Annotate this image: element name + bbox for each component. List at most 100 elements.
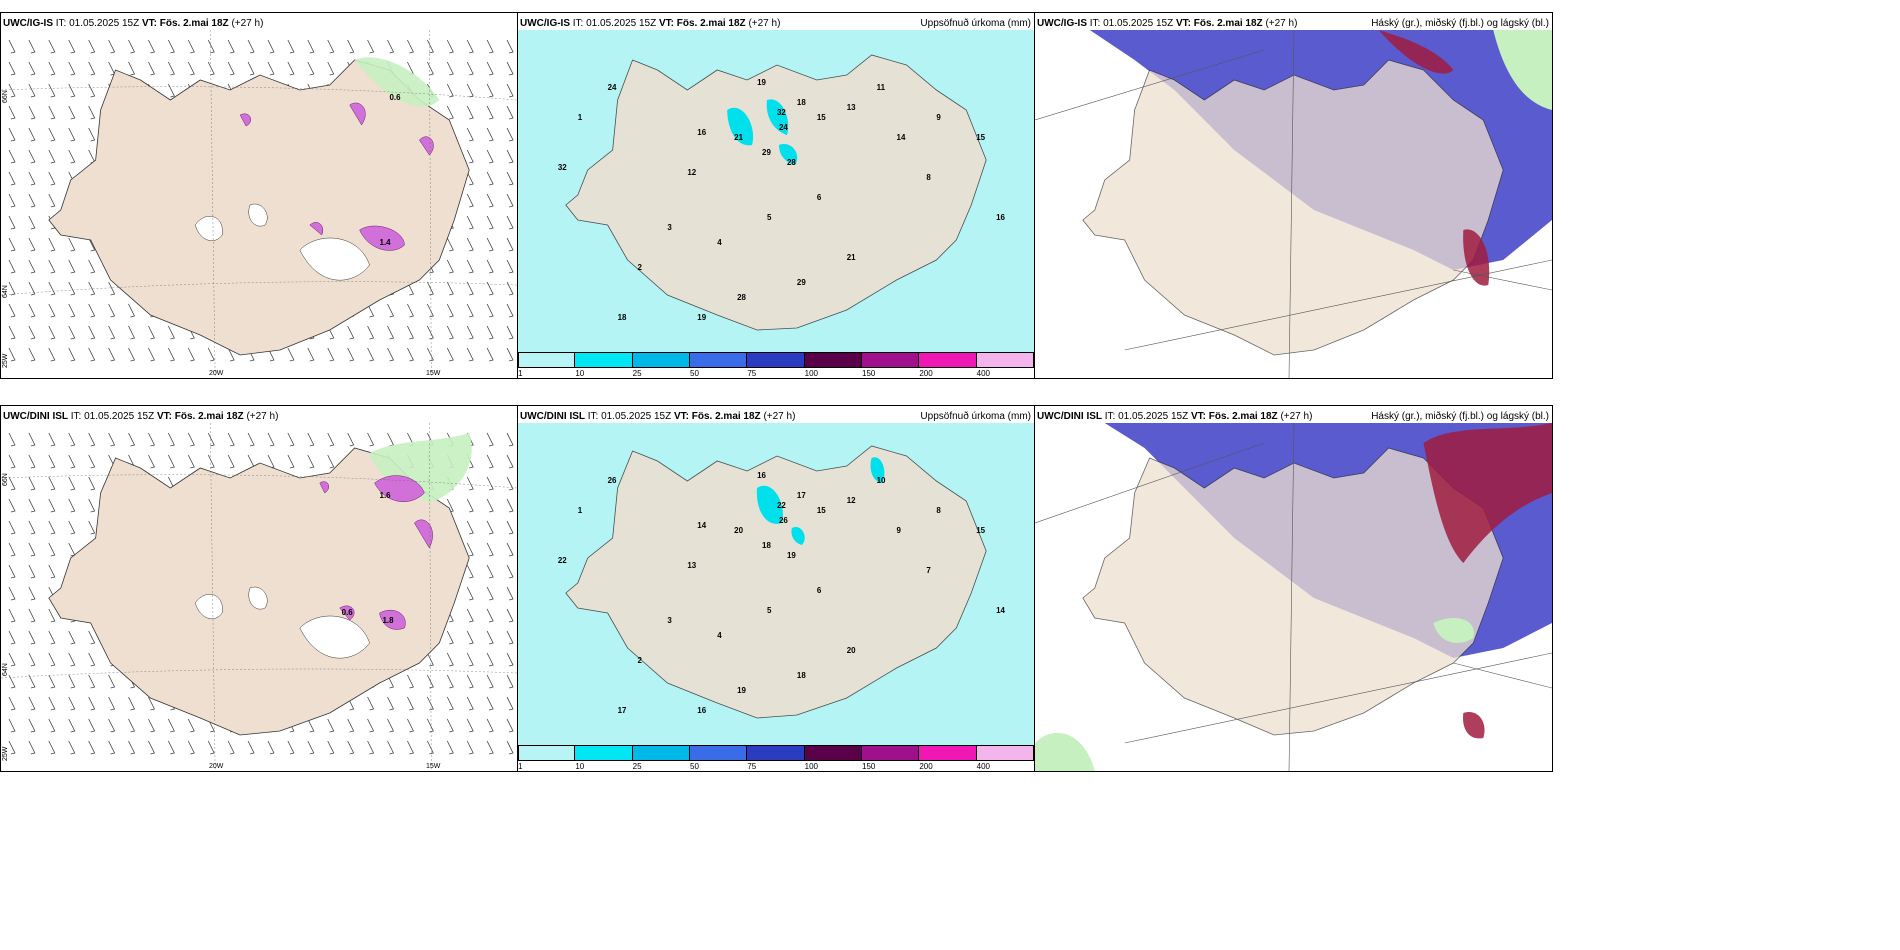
wind-barb [407, 303, 414, 318]
lat-label: 66N [2, 90, 9, 103]
wind-barb [287, 454, 295, 469]
wind-barb [506, 127, 514, 142]
precip-amount: 16 [757, 471, 766, 480]
wind-barb [187, 740, 195, 755]
wind-barb [486, 193, 494, 208]
wind-barb [28, 61, 36, 76]
wind-barb [446, 740, 454, 755]
wind-barb [128, 696, 136, 711]
precip-amount: 26 [779, 516, 788, 525]
colorbar-swatch [575, 352, 633, 368]
wind-barb [227, 39, 235, 54]
wind-barb [108, 39, 116, 54]
wind-barb [446, 83, 454, 98]
wind-barb [167, 347, 175, 362]
wind-barb [466, 498, 474, 513]
wind-barb [387, 39, 395, 54]
wind-barb [466, 215, 474, 230]
wind-barb [28, 127, 36, 142]
lat-label: 64N [2, 663, 9, 676]
wind-barb [466, 127, 474, 142]
wind-barb [8, 39, 16, 54]
precip-amount: 17 [797, 491, 806, 500]
wind-barb [128, 325, 136, 340]
wind-barb [327, 740, 335, 755]
precip-amount: 29 [797, 278, 806, 287]
wind-barb [28, 303, 36, 318]
wind-barb [8, 281, 16, 296]
wind-barb [68, 498, 76, 513]
wind-barb [148, 347, 155, 362]
precip-amount: 13 [687, 561, 696, 570]
wind-barb [68, 630, 76, 645]
wind-barb [48, 454, 56, 469]
wind-barb [8, 61, 16, 76]
wind-barb [506, 61, 514, 76]
wind-barb [407, 325, 414, 340]
wind-barb [88, 281, 96, 296]
wind-barb [466, 476, 474, 491]
precip-amount: 24 [608, 83, 617, 92]
colorbar-tick: 100 [804, 762, 819, 771]
wind-barb [486, 259, 494, 274]
wind-barb [28, 740, 36, 755]
wind-barb [207, 39, 215, 54]
wind-barb [446, 674, 454, 689]
wind-barb [48, 105, 56, 120]
wind-barb [466, 347, 474, 362]
wind-barb [486, 39, 494, 54]
wind-barb [68, 674, 76, 689]
wind-barb [28, 652, 36, 667]
wind-barb [486, 149, 494, 164]
wind-barb [506, 740, 514, 755]
wind-barb [367, 303, 375, 318]
wind-barb [128, 303, 136, 318]
colorbar-swatch [575, 745, 633, 761]
wind-barb [446, 303, 454, 318]
wind-barb [48, 347, 56, 362]
wind-barb [68, 520, 76, 535]
precip-amount: 13 [847, 103, 856, 112]
wind-barb-map: 1.6 0.6 1.8 [1, 423, 517, 771]
wind-barb [187, 454, 195, 469]
wind-barb [28, 149, 36, 164]
wind-barb [506, 432, 514, 447]
wind-barb [446, 105, 454, 120]
wind-barb [128, 718, 136, 733]
precip-amount: 17 [618, 706, 627, 715]
wind-barb [8, 303, 16, 318]
wind-barb [506, 630, 514, 645]
wind-barb [446, 652, 454, 667]
wind-barb [387, 432, 395, 447]
colorbar-swatch [862, 352, 920, 368]
precip-amount: 26 [608, 476, 617, 485]
wind-barb [407, 740, 414, 755]
wind-barb [88, 347, 96, 362]
panel-field-title: Uppsöfnuð úrkoma (mm) [920, 18, 1031, 29]
wind-barb [506, 564, 514, 579]
colorbar-swatch [690, 745, 748, 761]
wind-barb [68, 542, 76, 557]
wind-barb-map: 0.6 1.4 [1, 30, 517, 378]
precip-amount: 32 [777, 108, 786, 117]
lon-label: 20W [209, 763, 224, 770]
colorbar-swatch [518, 745, 576, 761]
colorbar-tick: 75 [747, 369, 757, 378]
wind-barb [426, 652, 434, 667]
wind-barb [307, 740, 315, 755]
precip-map: 3224212928191815161213111498654321322421… [518, 30, 1034, 353]
wind-barb [68, 740, 76, 755]
panel-title: UWC/DINI ISL IT: 01.05.2025 15Z VT: Fös.… [3, 411, 279, 422]
wind-barb [267, 740, 275, 755]
wind-barb [387, 325, 395, 340]
wind-barb [407, 39, 414, 54]
wind-barb [8, 149, 16, 164]
wind-barb [28, 347, 36, 362]
precip-amount: 32 [558, 163, 567, 172]
wind-barb [48, 193, 56, 208]
wind-barb [267, 432, 275, 447]
wind-barb [108, 740, 116, 755]
wind-barb [486, 476, 494, 491]
wind-barb [407, 696, 414, 711]
wind-barb [68, 83, 76, 98]
